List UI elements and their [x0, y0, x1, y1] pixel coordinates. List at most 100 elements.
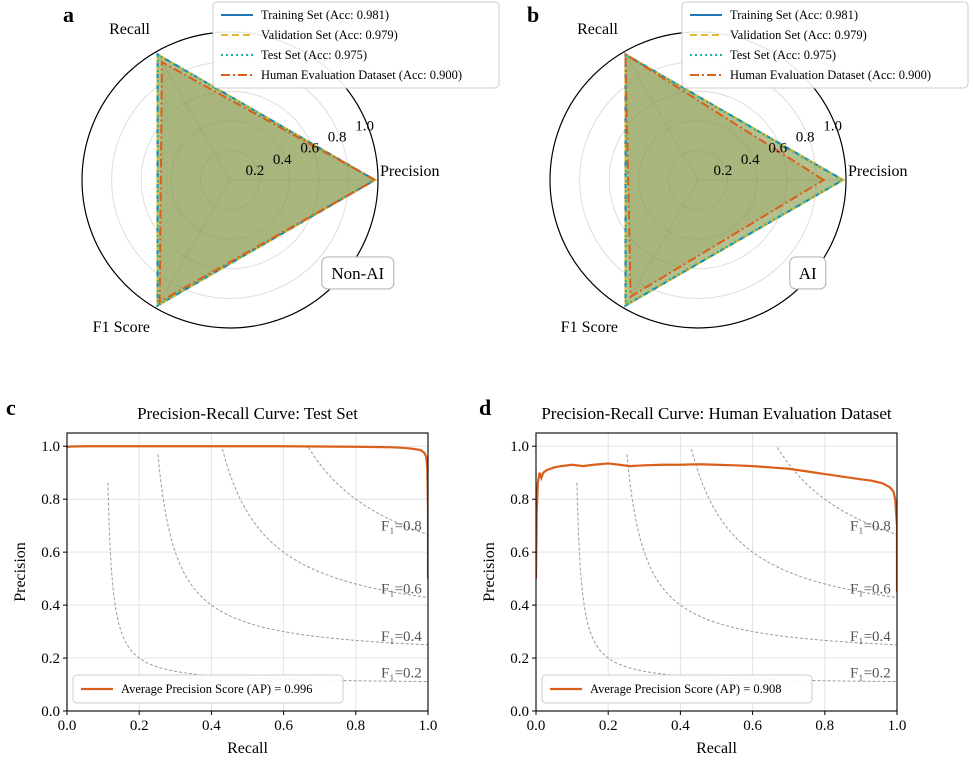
x-tick-label: 0.0 [58, 718, 77, 734]
legend-entry-label: Validation Set (Acc: 0.979) [261, 28, 398, 42]
y-tick-label: 0.2 [510, 651, 529, 667]
pr-curve-test-set: Precision-Recall Curve: Test Set F₁=0.8 F₁… [12, 404, 437, 757]
radial-tick-label: 0.8 [328, 130, 347, 146]
class-label-box [321, 256, 395, 290]
axes-frame [66, 432, 429, 712]
y-tick-label: 0.0 [41, 704, 60, 720]
iso-f1-label: F₁=0.8 [850, 518, 891, 534]
radial-spoke [155, 51, 231, 181]
pr-curve-line [536, 462, 897, 592]
radar-series-outline [158, 60, 378, 304]
radar-fill [625, 54, 824, 297]
x-axis-label: Recall [227, 740, 268, 757]
x-tick-label: 0.6 [743, 718, 762, 734]
radar-legend-a: Training Set (Acc: 0.981) Validation Set … [212, 1, 500, 89]
x-tick-label: 0.8 [346, 718, 365, 734]
radial-tick-label: 0.8 [796, 130, 815, 146]
panel-letter-c: c [6, 395, 16, 420]
iso-f1-curve [221, 448, 428, 599]
y-tick-label: 1.0 [41, 439, 60, 455]
legend-entry-label: Training Set (Acc: 0.981) [730, 8, 858, 22]
plot-area [536, 447, 897, 683]
legend-entry-label: Test Set (Acc: 0.975) [261, 48, 367, 62]
radial-tick-label: 0.6 [768, 141, 787, 157]
iso-f1-label: F₁=0.6 [381, 582, 422, 598]
pr-curve-line [67, 445, 428, 579]
x-axis-label: Recall [696, 740, 737, 757]
radial-spoke [155, 179, 231, 309]
panel-letter-a: a [63, 2, 74, 27]
legend-box [681, 1, 969, 89]
radial-spoke [623, 179, 699, 309]
y-tick-label: 0.0 [510, 704, 529, 720]
pr-curve-human-evaluation: Precision-Recall Curve: Human Evaluation… [481, 404, 906, 757]
y-tick-label: 0.6 [510, 545, 529, 561]
radial-tick-label: 0.2 [713, 163, 732, 179]
radar-fill [157, 54, 376, 306]
legend-box [212, 1, 500, 89]
x-tick-label: 0.2 [130, 718, 149, 734]
legend-entry-label: Average Precision Score (AP) = 0.996 [121, 682, 313, 696]
iso-f1-curve [626, 454, 897, 646]
radar-axis-label: F1 Score [93, 319, 150, 336]
x-tick-label: 0.4 [671, 718, 690, 734]
class-label-text: AI [799, 264, 817, 283]
x-tick-label: 0.2 [599, 718, 618, 734]
radar-series-outline [156, 52, 378, 308]
radar-chart-non-ai: 0.2 0.4 0.6 0.8 1.0 Precision Recall F1 Score No… [81, 21, 440, 336]
iso-f1-label: F₁=0.6 [850, 582, 891, 598]
legend-entry-label: Training Set (Acc: 0.981) [261, 8, 389, 22]
x-tick-label: 0.4 [202, 718, 221, 734]
radar-legend-b: Training Set (Acc: 0.981) Validation Set … [681, 1, 969, 89]
legend-entry-label: Validation Set (Acc: 0.979) [730, 28, 867, 42]
radial-tick-label: 0.4 [741, 152, 760, 168]
iso-f1-curve [690, 448, 897, 599]
y-tick-label: 0.8 [510, 492, 529, 508]
iso-f1-curve [157, 454, 428, 646]
radar-axis-label: Recall [577, 21, 618, 38]
radar-chart-ai: 0.2 0.4 0.6 0.8 1.0 Precision Recall F1 Score AI [549, 21, 908, 336]
class-label-box [789, 256, 827, 290]
iso-f1-label: F₁=0.4 [381, 629, 422, 645]
radial-tick-label: 0.6 [300, 141, 319, 157]
y-tick-label: 0.4 [510, 598, 529, 614]
radar-fill [625, 55, 843, 305]
iso-f1-label: F₁=0.4 [850, 629, 891, 645]
radar-fill [625, 54, 844, 306]
plot-area [67, 445, 428, 683]
y-tick-label: 0.8 [41, 492, 60, 508]
radar-fill [157, 55, 375, 305]
iso-f1-label: F₁=0.2 [381, 666, 422, 682]
radar-axis-label: Precision [848, 163, 908, 180]
y-tick-label: 1.0 [510, 439, 529, 455]
radar-fill [157, 54, 376, 306]
iso-f1-label: F₁=0.2 [850, 666, 891, 682]
legend-box [541, 674, 813, 704]
radial-spoke [623, 51, 699, 181]
iso-f1-curve [776, 447, 897, 535]
legend-entry-label: Average Precision Score (AP) = 0.908 [590, 682, 782, 696]
iso-f1-label: F₁=0.8 [381, 518, 422, 534]
y-tick-label: 0.2 [41, 651, 60, 667]
y-axis-label: Precision [12, 542, 29, 602]
iso-f1-curve [576, 482, 897, 683]
radial-tick-label: 0.4 [273, 152, 292, 168]
chart-title: Precision-Recall Curve: Human Evaluation… [541, 404, 892, 423]
axes-frame [535, 432, 898, 712]
radar-axis-label: F1 Score [561, 319, 618, 336]
panel-letter-b: b [527, 2, 539, 27]
y-tick-label: 0.6 [41, 545, 60, 561]
x-tick-label: 0.6 [274, 718, 293, 734]
legend-box [72, 674, 344, 704]
iso-f1-curve [107, 482, 428, 683]
radial-tick-label: 1.0 [823, 119, 842, 135]
class-label-text: Non-AI [331, 264, 384, 283]
radar-series-outline [624, 52, 846, 308]
legend-entry-label: Human Evaluation Dataset (Acc: 0.900) [261, 68, 462, 82]
radar-axis-label: Recall [109, 21, 150, 38]
legend-entry-label: Test Set (Acc: 0.975) [730, 48, 836, 62]
iso-f1-curve [307, 447, 428, 535]
x-tick-label: 0.8 [815, 718, 834, 734]
x-tick-label: 0.0 [527, 718, 546, 734]
